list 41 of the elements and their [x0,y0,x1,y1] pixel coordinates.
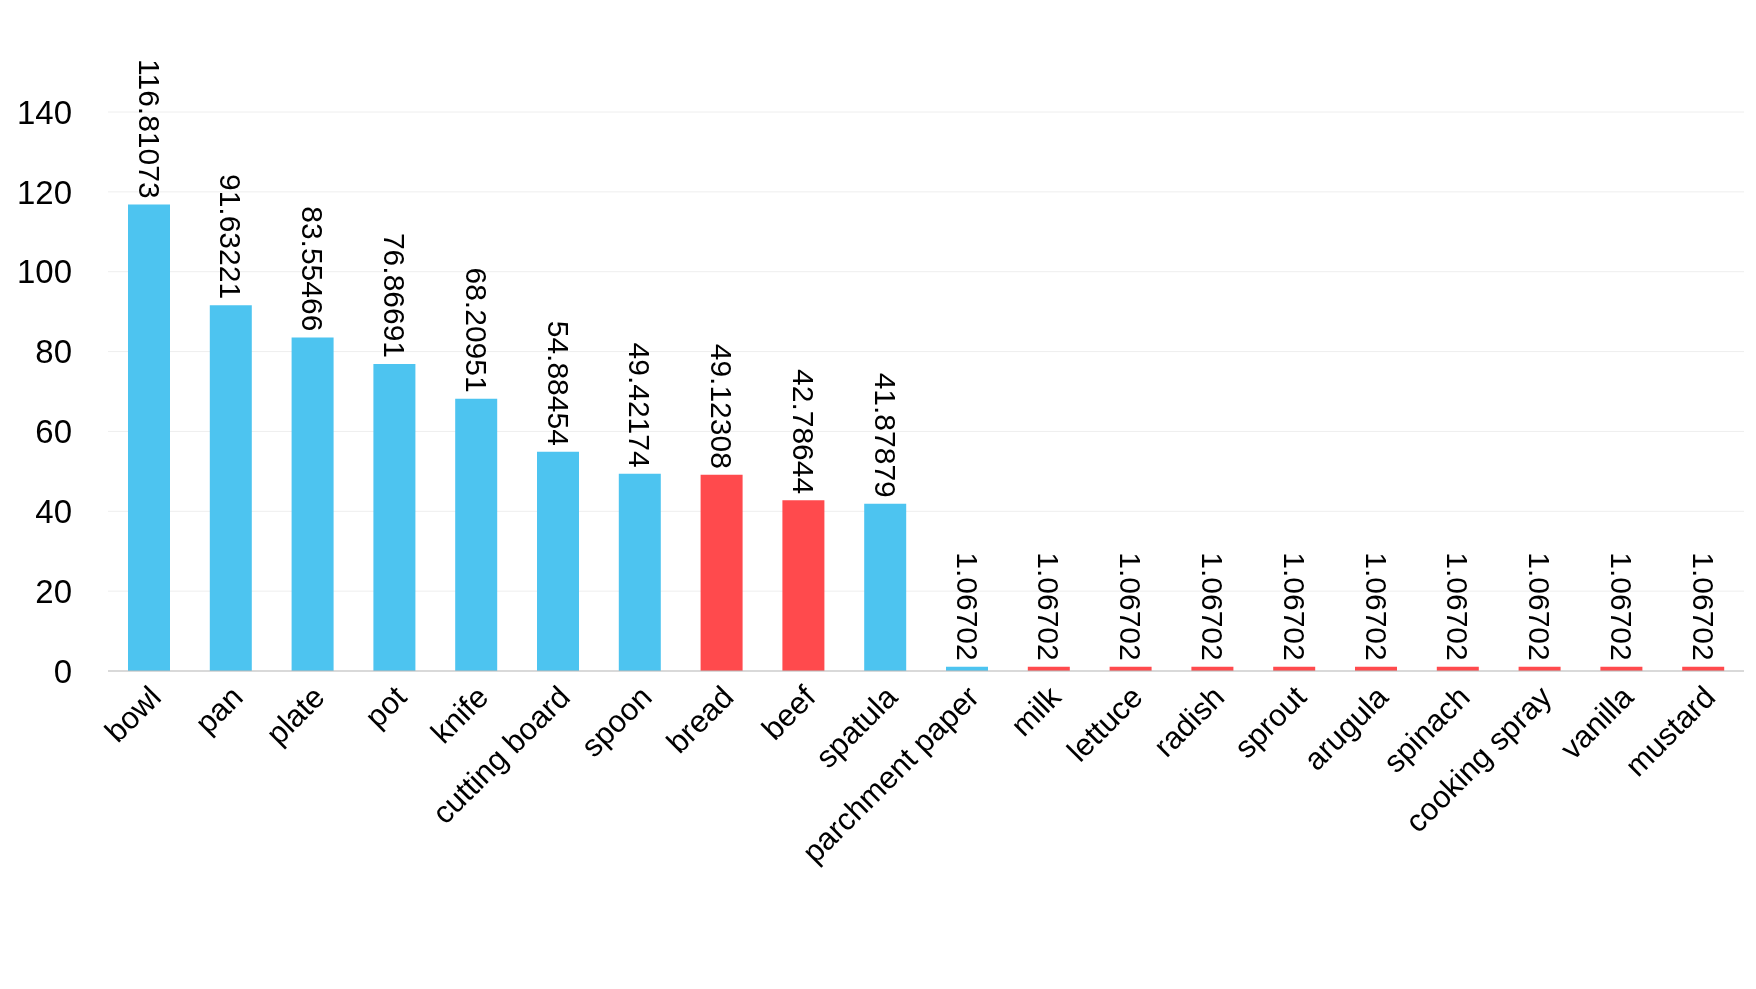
data-label: 1.06702 [1686,552,1720,661]
data-label: 68.20951 [459,267,493,393]
bar [864,503,907,671]
data-label: 1.06702 [1604,552,1638,661]
y-tick-label: 0 [53,652,72,690]
data-label: 76.86691 [377,232,411,359]
bar [209,305,252,671]
x-tick-label: milk [1003,678,1068,743]
y-tick-label: 120 [16,173,72,211]
data-label: 1.06702 [1359,552,1393,661]
data-label: 1.06702 [1032,552,1066,661]
data-label: 116.81073 [132,59,166,199]
x-tick-label: pot [358,678,414,735]
data-label: 1.06702 [1195,552,1229,661]
data-label: 1.06702 [1114,552,1148,661]
bar [128,204,170,671]
data-label: 54.88454 [541,320,575,446]
data-label: 49.12308 [705,343,739,469]
bar [455,398,498,671]
x-tick-label: pan [188,679,250,741]
y-tick-label: 20 [35,572,72,610]
data-label: 1.06702 [1277,552,1311,661]
y-tick-label: 60 [35,413,72,451]
data-label: 83.55466 [296,206,330,332]
y-tick-label: 140 [16,93,72,131]
bar [373,364,416,671]
data-label: 49.42174 [623,342,657,468]
bar [782,500,825,671]
data-label: 42.78644 [786,369,820,495]
bar [700,474,743,671]
y-tick-label: 40 [35,493,72,530]
bar [537,451,579,671]
data-label: 1.06702 [1441,552,1475,661]
data-label: 1.06702 [1523,552,1557,661]
y-tick-label: 100 [16,253,72,291]
y-tick-label: 80 [35,333,72,371]
data-label: 1.06702 [950,552,984,661]
data-label: 41.87879 [868,372,902,498]
bar [618,473,661,671]
bar [291,337,334,671]
data-label: 91.63221 [214,173,248,300]
